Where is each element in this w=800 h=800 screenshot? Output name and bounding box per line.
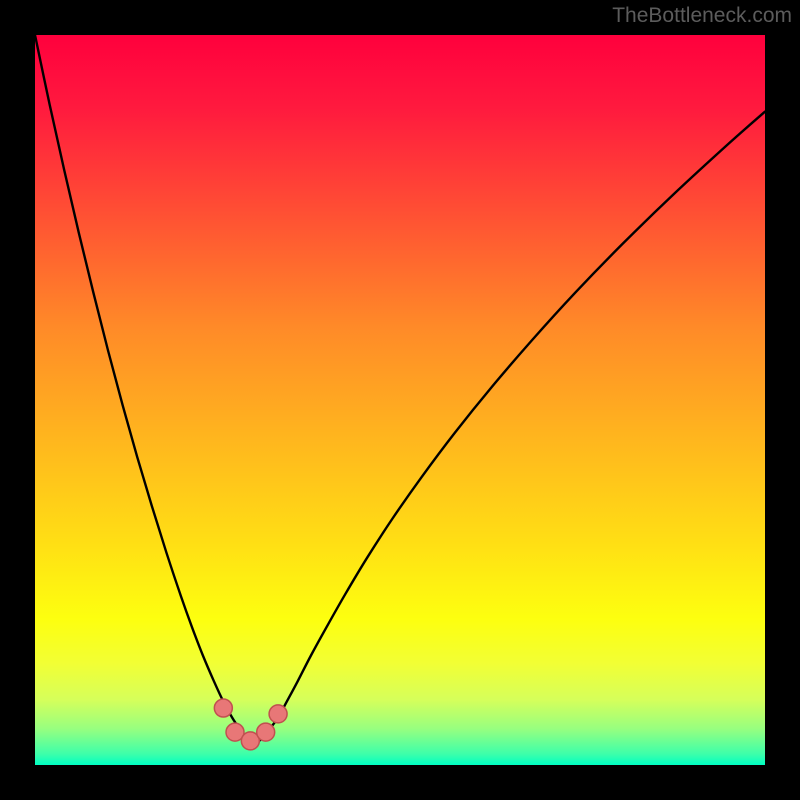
chart-canvas: TheBottleneck.com [0, 0, 800, 800]
marker-point [214, 699, 232, 717]
bottleneck-curve [35, 35, 765, 742]
marker-point [257, 723, 275, 741]
plot-area [35, 35, 765, 765]
watermark-text: TheBottleneck.com [612, 4, 792, 28]
marker-point [269, 705, 287, 723]
curve-layer [35, 35, 765, 765]
markers-group [214, 699, 287, 750]
